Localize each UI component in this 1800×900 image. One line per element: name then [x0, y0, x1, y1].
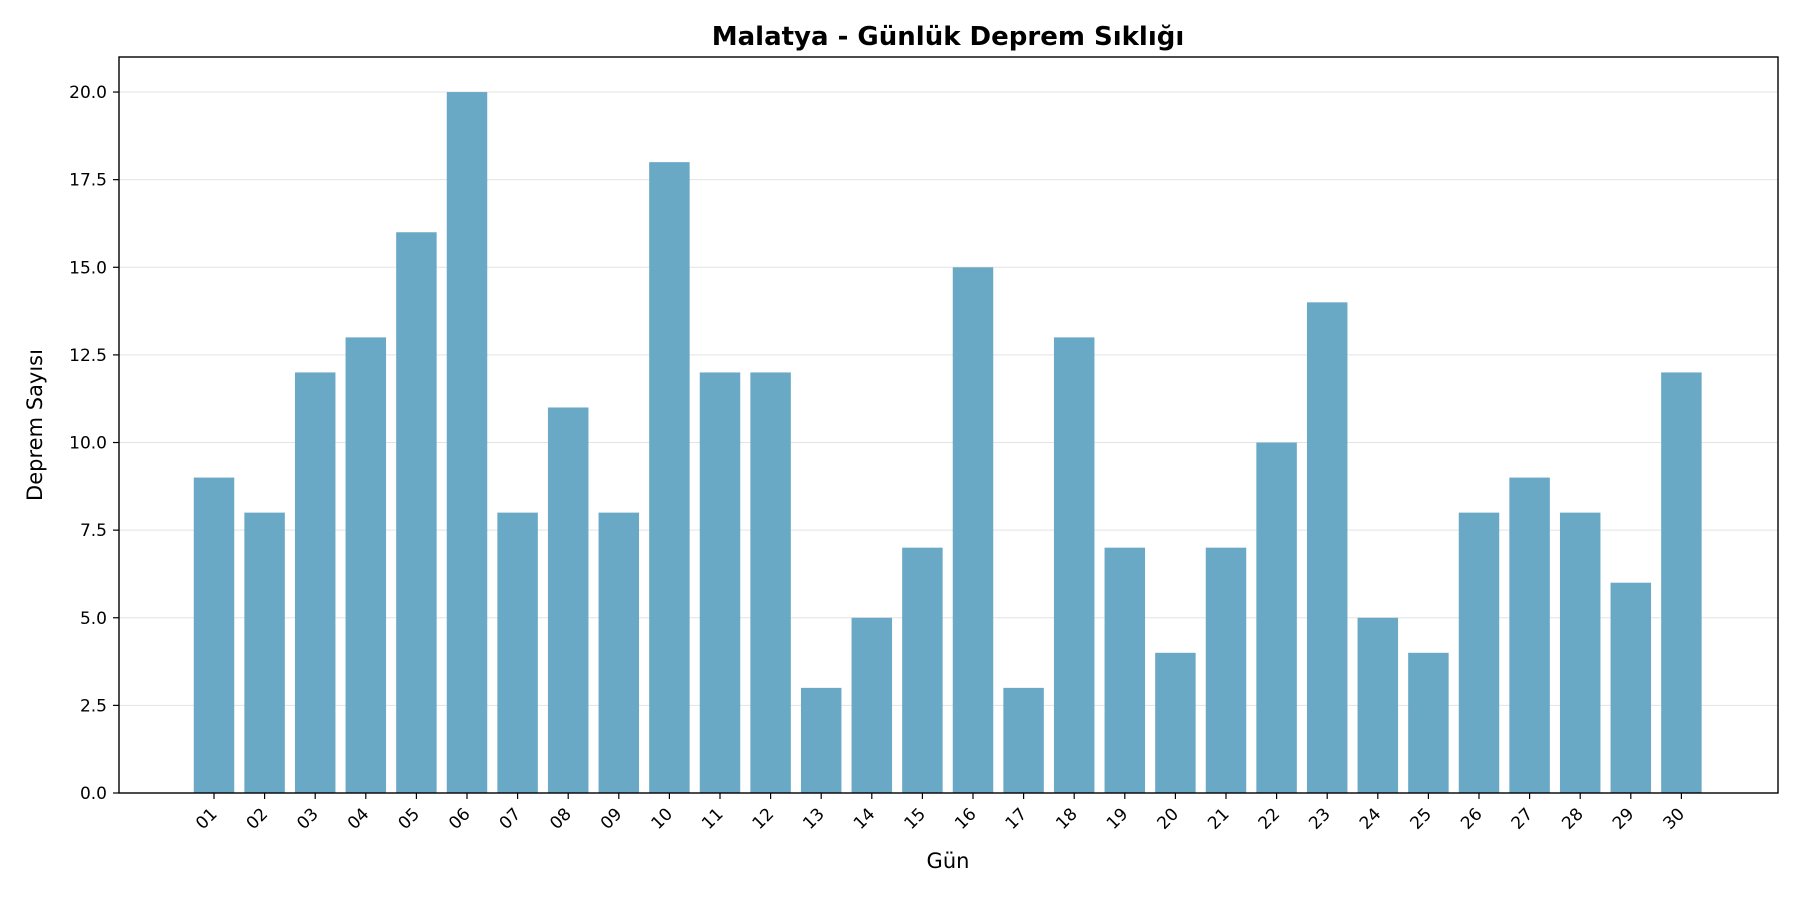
- y-axis: 0.0 2.5 5.0 7.5 10.0 12.5 15.0 17.5 20.0: [69, 83, 119, 804]
- bar-day-30: [1661, 372, 1702, 793]
- bar-day-28: [1559, 512, 1601, 793]
- bar-day-12: [750, 372, 791, 793]
- bar-day-21: [1205, 547, 1247, 793]
- x-tick-label: 21: [1204, 804, 1233, 833]
- y-tick-label: 12.5: [69, 346, 107, 366]
- bars-layer: [193, 92, 1702, 794]
- x-tick-label: 04: [344, 804, 373, 833]
- y-tick-label: 20.0: [69, 83, 107, 103]
- bar-day-19: [1104, 547, 1146, 793]
- x-tick-label: 01: [192, 804, 221, 833]
- bar-day-11: [699, 372, 741, 793]
- bar-day-26: [1458, 512, 1500, 793]
- bar-day-20: [1155, 652, 1196, 793]
- x-tick-label: 28: [1558, 804, 1587, 833]
- y-axis-label: Deprem Sayısı: [23, 349, 47, 501]
- y-tick-label: 2.5: [80, 696, 107, 716]
- chart-title: Malatya - Günlük Deprem Sıklığı: [712, 22, 1185, 52]
- bar-day-18: [1053, 337, 1095, 793]
- bar-day-16: [952, 267, 994, 793]
- x-tick-label: 23: [1305, 804, 1334, 833]
- x-tick-label: 05: [394, 804, 423, 833]
- y-tick-label: 0.0: [80, 784, 107, 804]
- bar-day-05: [396, 232, 437, 793]
- y-tick-label: 10.0: [69, 434, 107, 454]
- bar-day-23: [1306, 302, 1348, 793]
- x-tick-label: 30: [1659, 804, 1688, 833]
- bar-day-22: [1256, 442, 1297, 793]
- x-tick-label: 19: [1103, 804, 1132, 833]
- bar-day-02: [244, 512, 285, 793]
- x-tick-label: 13: [799, 804, 828, 833]
- x-tick-label: 10: [647, 804, 676, 833]
- bar-day-04: [345, 337, 387, 793]
- bar-day-15: [902, 547, 943, 793]
- x-tick-label: 09: [597, 804, 626, 833]
- x-axis-label: Gün: [927, 849, 970, 873]
- x-tick-label: 06: [445, 804, 474, 833]
- x-tick-label: 25: [1406, 804, 1435, 833]
- x-tick-label: 03: [293, 804, 322, 833]
- bar-day-25: [1408, 652, 1449, 793]
- bar-day-29: [1610, 582, 1652, 793]
- bar-day-14: [851, 617, 893, 793]
- bar-day-01: [193, 477, 235, 793]
- bar-day-07: [497, 512, 538, 793]
- bar-day-24: [1357, 617, 1399, 793]
- y-tick-label: 17.5: [69, 171, 107, 191]
- x-tick-label: 02: [243, 804, 272, 833]
- x-tick-label: 24: [1356, 804, 1385, 833]
- bar-day-03: [294, 372, 336, 793]
- bar-day-09: [598, 512, 640, 793]
- grid-layer: [119, 91, 1778, 794]
- x-tick-label: 29: [1609, 804, 1638, 833]
- x-tick-label: 26: [1457, 804, 1486, 833]
- y-tick-label: 15.0: [69, 258, 107, 278]
- x-tick-label: 18: [1052, 804, 1081, 833]
- bar-day-17: [1003, 687, 1044, 793]
- bar-day-06: [446, 92, 488, 794]
- bar-day-13: [800, 687, 842, 793]
- x-tick-label: 15: [900, 804, 929, 833]
- x-tick-label: 27: [1508, 804, 1537, 833]
- x-axis: 01 02 03 04 05 06 07 08 09 10 11 12 13 14 15 16 17 18 19 20…: [192, 793, 1689, 834]
- bar-day-27: [1509, 477, 1550, 793]
- x-tick-label: 07: [496, 804, 525, 833]
- x-tick-label: 08: [546, 804, 575, 833]
- plot-frame: [118, 56, 1779, 794]
- y-tick-label: 7.5: [80, 521, 107, 541]
- bar-day-10: [649, 162, 690, 794]
- x-tick-label: 16: [951, 804, 980, 833]
- x-tick-label: 22: [1255, 804, 1284, 833]
- x-tick-label: 20: [1153, 804, 1182, 833]
- x-tick-label: 14: [850, 804, 879, 833]
- bar-day-08: [547, 407, 589, 793]
- x-tick-label: 17: [1002, 804, 1031, 833]
- x-tick-label: 11: [698, 804, 727, 833]
- x-tick-label: 12: [749, 804, 778, 833]
- y-tick-label: 5.0: [80, 609, 107, 629]
